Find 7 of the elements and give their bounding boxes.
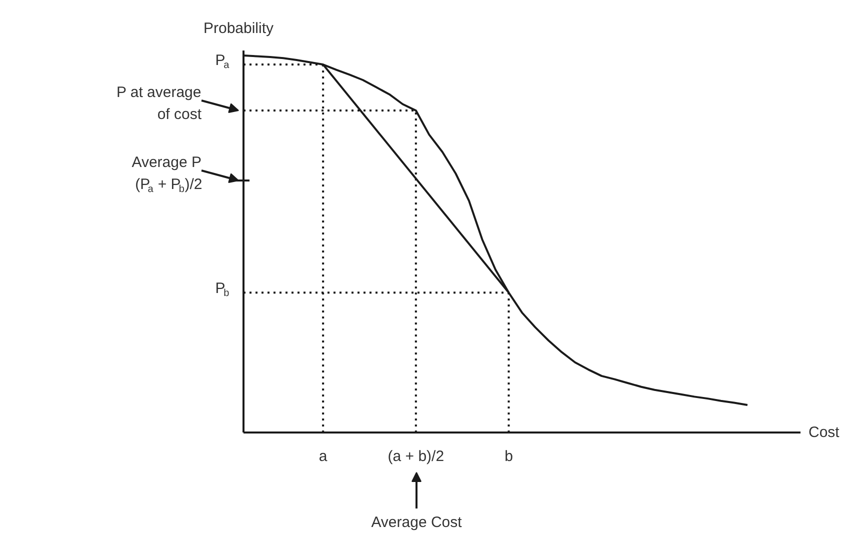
- text: Average Cost: [371, 514, 463, 531]
- y-axis-title: Probability: [203, 20, 274, 37]
- x-tick-label: a: [318, 448, 328, 465]
- x-tick-label: b: [504, 448, 513, 465]
- x-tick-label: (a + b)/2: [388, 448, 444, 465]
- text: P at average of cost: [116, 84, 202, 123]
- x-axis-title: Cost: [808, 424, 840, 441]
